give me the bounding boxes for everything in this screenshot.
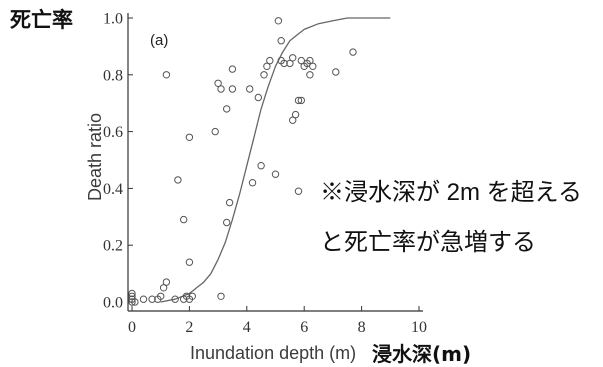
data-point [271,170,280,178]
data-point [223,105,231,113]
panel-label: (a) [150,32,168,49]
data-point [185,258,194,266]
scatter-points [128,17,357,306]
data-point [128,292,136,300]
x-tick-label: 4 [243,319,251,336]
y-tick-label: 0.0 [103,295,123,312]
data-point [228,85,237,93]
data-point [246,85,254,93]
data-point [217,292,225,300]
data-point [294,187,303,195]
data-point [139,295,148,303]
data-point [157,292,165,300]
data-point [289,54,297,62]
data-point [162,278,171,286]
y-axis-title-ja: 死亡率 [10,8,73,32]
data-point [180,215,188,224]
x-axis-title-ja: 浸水深(m) [372,342,471,366]
data-point [306,71,314,79]
data-point [309,62,317,71]
y-tick-label: 0.2 [103,238,123,255]
y-tick-label: 0.4 [103,181,123,198]
x-tick-label: 0 [128,319,136,336]
data-point [159,284,168,292]
data-point [225,198,234,207]
data-point [294,96,303,105]
data-point [128,298,136,306]
x-tick-label: 6 [300,319,308,336]
x-ticks: 0 2 4 6 8 10 [128,306,427,336]
data-point [214,79,222,88]
data-point [148,295,156,303]
data-point [297,96,305,105]
y-axis-title: Death ratio [85,113,105,201]
annotation-line-1: ※浸水深が 2m を超える [320,179,582,206]
x-tick-label: 8 [358,319,366,336]
data-point [162,71,171,79]
data-point [263,62,271,71]
data-point [274,17,283,25]
data-point [171,295,179,303]
data-point [289,116,297,124]
data-point [128,289,136,298]
data-point [254,93,262,102]
data-point [266,56,274,65]
y-tick-label: 1.0 [103,11,123,28]
data-point [349,48,357,56]
plot-area: 0.0 0.2 0.4 0.6 0.8 1.0 0 2 4 6 8 10 [103,11,427,337]
y-tick-label: 0.6 [103,124,123,141]
data-point [188,292,197,300]
data-point [260,71,268,79]
data-point [306,56,314,65]
x-tick-label: 2 [185,319,193,336]
data-point [131,298,139,306]
data-point [280,59,288,68]
data-point [277,37,285,45]
data-point [297,56,305,65]
data-point [185,133,194,142]
fit-curve [160,17,391,303]
data-point [223,218,231,227]
data-point [332,68,340,76]
data-point [211,127,219,136]
x-tick-label: 10 [411,319,427,336]
data-point [257,162,265,170]
annotation-line-2: と死亡率が急増する [320,229,536,256]
x-axis-title: Inundation depth (m) [190,343,356,363]
data-point [291,110,300,119]
data-point [174,176,182,184]
data-point [217,85,225,93]
y-tick-label: 0.8 [103,67,123,84]
data-point [228,65,237,73]
y-ticks: 0.0 0.2 0.4 0.6 0.8 1.0 [103,11,133,312]
data-point [248,179,257,187]
